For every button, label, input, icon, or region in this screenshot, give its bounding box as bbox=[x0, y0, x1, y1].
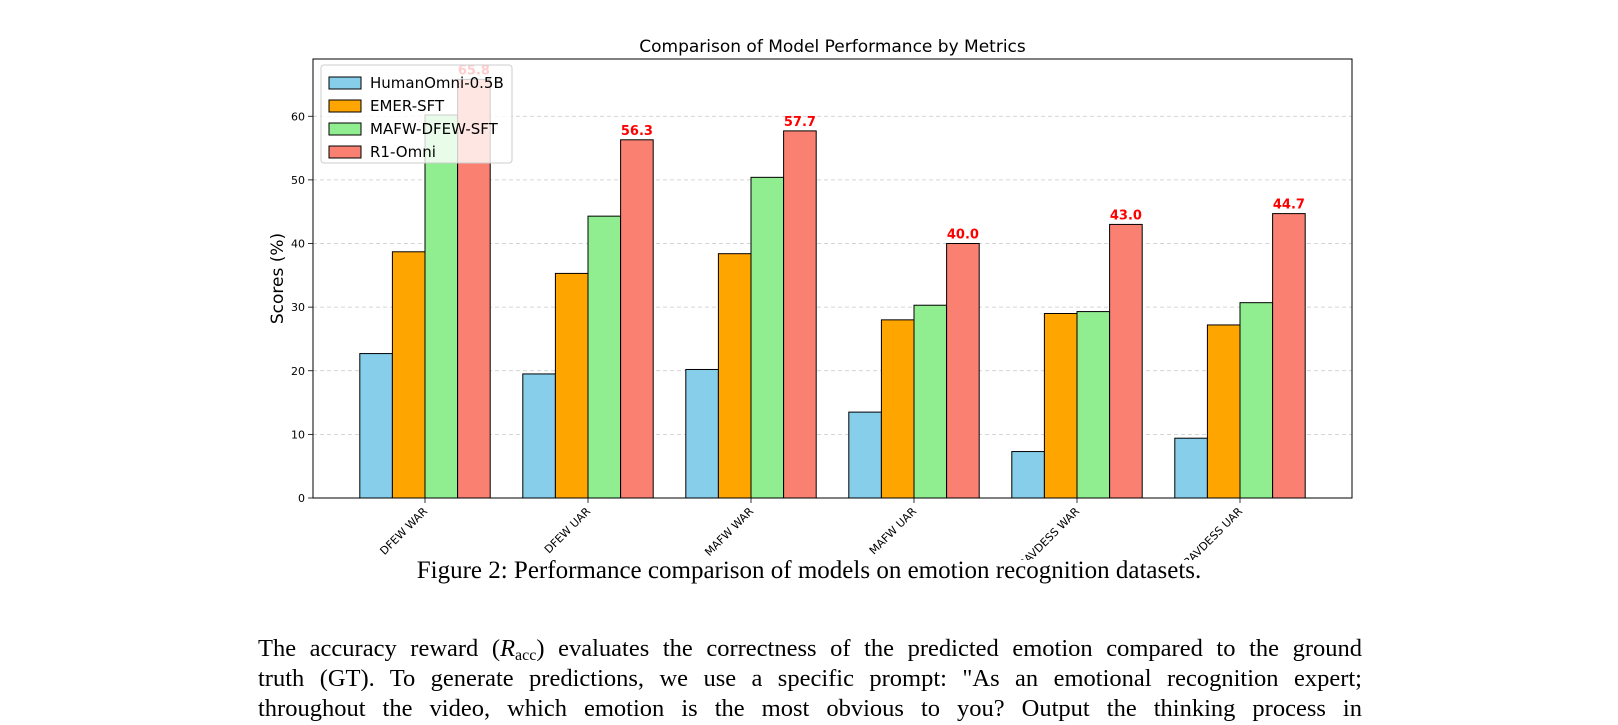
bar-humanomni-0-5b-ravdess-war bbox=[1011, 451, 1045, 499]
legend-label: HumanOmni-0.5B bbox=[370, 74, 504, 92]
bar-humanomni-0-5b-mafw-war bbox=[685, 368, 719, 499]
x-tick-label: RAVDESS UAR bbox=[1181, 505, 1245, 560]
body-line-3: throughout the video, which emotion is t… bbox=[258, 695, 1362, 722]
body-line-2: truth (GT). To generate predictions, we … bbox=[258, 665, 1362, 692]
legend-label: R1-Omni bbox=[370, 143, 436, 161]
y-tick-label: 50 bbox=[291, 174, 305, 187]
body-line-1-end: ) evaluates the correctness of the predi… bbox=[536, 635, 1362, 662]
legend-swatch bbox=[328, 145, 362, 159]
bar-mafw-dfew-sft-dfew-uar bbox=[587, 215, 622, 499]
bar-emer-sft-ravdess-uar bbox=[1206, 324, 1241, 499]
legend-swatch bbox=[328, 122, 362, 136]
bar-emer-sft-mafw-uar bbox=[880, 319, 915, 499]
bars bbox=[359, 78, 1306, 499]
x-tick-label: MAFW WAR bbox=[702, 505, 756, 559]
bar-humanomni-0-5b-dfew-uar bbox=[522, 373, 556, 499]
y-tick-label: 20 bbox=[291, 365, 305, 378]
bar-mafw-dfew-sft-ravdess-uar bbox=[1239, 302, 1274, 499]
math-r-acc: Racc bbox=[500, 635, 537, 664]
y-tick-label: 10 bbox=[291, 428, 305, 441]
data-label: 44.7 bbox=[1273, 198, 1305, 213]
bar-humanomni-0-5b-dfew-war bbox=[359, 353, 393, 499]
bar-mafw-dfew-sft-mafw-uar bbox=[913, 304, 948, 499]
math-subscript: acc bbox=[515, 647, 537, 664]
x-axis-ticks: DFEW WAR DFEW UAR MAFW WAR MAFW UAR RAVDESS … bbox=[377, 498, 1245, 560]
bar-emer-sft-dfew-war bbox=[391, 251, 426, 499]
legend-swatch bbox=[328, 99, 362, 113]
body-line-1: The accuracy reward (Racc) evaluates the… bbox=[258, 634, 1362, 664]
data-label: 43.0 bbox=[1110, 208, 1142, 223]
bar-mafw-dfew-sft-dfew-war bbox=[424, 114, 459, 499]
body-paragraph: The accuracy reward (Racc) evaluates the… bbox=[258, 634, 1362, 724]
data-label: 56.3 bbox=[621, 124, 653, 139]
y-tick-label: 60 bbox=[291, 110, 305, 123]
legend: HumanOmni-0.5B EMER-SFT MAFW-DFEW-SFT R1-Om… bbox=[320, 64, 513, 164]
bar-emer-sft-mafw-war bbox=[717, 253, 752, 499]
y-tick-label: 40 bbox=[291, 238, 305, 251]
bar-emer-sft-ravdess-war bbox=[1043, 312, 1078, 499]
y-axis-ticks: 0 10 20 30 40 50 60 bbox=[291, 110, 313, 505]
grid-lines bbox=[313, 115, 1352, 435]
figure-caption: Figure 2: Performance comparison of mode… bbox=[416, 557, 1202, 584]
bar-r1-omni-mafw-uar bbox=[946, 243, 980, 499]
bar-mafw-dfew-sft-mafw-war bbox=[750, 176, 785, 499]
legend-box bbox=[320, 64, 513, 164]
y-tick-label: 0 bbox=[298, 492, 305, 505]
x-tick-label: DFEW UAR bbox=[542, 505, 593, 556]
bar-r1-omni-mafw-war bbox=[783, 130, 817, 499]
bar-humanomni-0-5b-mafw-uar bbox=[848, 411, 882, 499]
bar-emer-sft-dfew-uar bbox=[554, 272, 589, 499]
y-axis-label: Scores (%) bbox=[268, 233, 288, 324]
chart-title: Comparison of Model Performance by Metri… bbox=[639, 37, 1026, 57]
bar-humanomni-0-5b-ravdess-uar bbox=[1174, 437, 1208, 499]
math-symbol: R bbox=[500, 635, 516, 662]
bar-r1-omni-ravdess-uar bbox=[1272, 213, 1306, 499]
bar-r1-omni-ravdess-war bbox=[1109, 223, 1143, 499]
x-tick-label: DFEW WAR bbox=[377, 505, 430, 558]
y-tick-label: 30 bbox=[291, 301, 305, 314]
legend-label: MAFW-DFEW-SFT bbox=[370, 120, 499, 138]
plot-frame bbox=[312, 58, 1353, 499]
body-line-1-start: The accuracy reward ( bbox=[258, 635, 501, 662]
legend-label: EMER-SFT bbox=[370, 97, 445, 115]
bar-chart: Comparison of Model Performance by Metri… bbox=[268, 37, 1353, 560]
data-label: 40.0 bbox=[947, 228, 979, 243]
x-tick-label: MAFW UAR bbox=[867, 505, 920, 558]
data-label: 57.7 bbox=[784, 115, 816, 130]
data-labels: 65.856.357.740.043.044.7 bbox=[458, 63, 1305, 242]
x-tick-label: RAVDESS WAR bbox=[1016, 505, 1082, 560]
legend-swatch bbox=[328, 76, 362, 90]
bar-mafw-dfew-sft-ravdess-war bbox=[1076, 311, 1111, 499]
bar-r1-omni-dfew-uar bbox=[620, 139, 654, 499]
